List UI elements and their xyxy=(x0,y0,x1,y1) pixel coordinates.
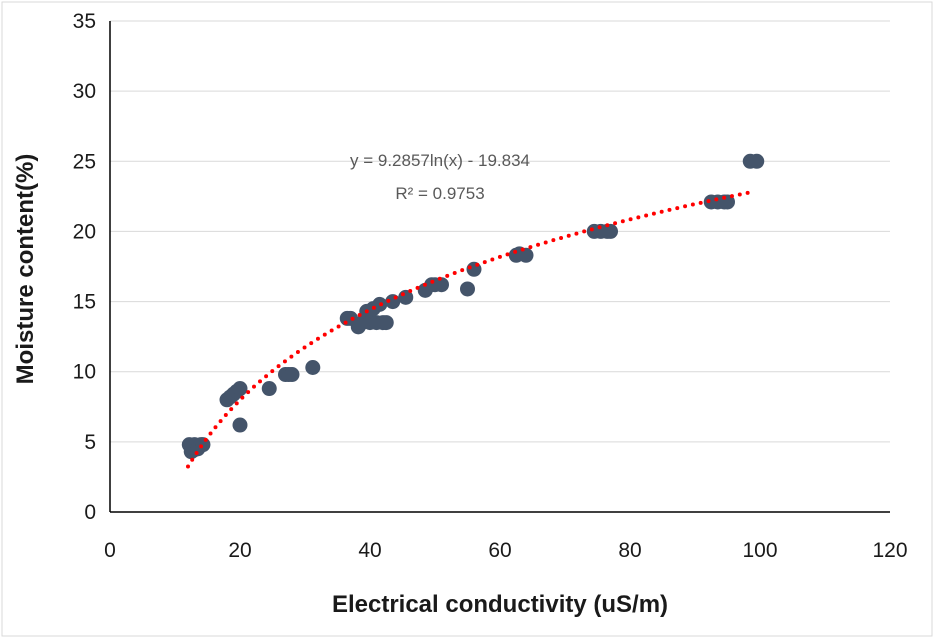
y-tick-label: 25 xyxy=(73,150,96,173)
x-tick-label: 20 xyxy=(228,539,251,562)
data-point xyxy=(434,277,449,293)
x-tick-label: 120 xyxy=(872,539,907,562)
trendline xyxy=(186,189,756,469)
data-point xyxy=(749,153,765,169)
data-point xyxy=(284,367,300,383)
trend-layer xyxy=(186,189,756,469)
trendline-equation: y = 9.2857ln(x) - 19.834 xyxy=(350,151,530,170)
x-tick-label: 40 xyxy=(358,539,381,562)
y-axis-title: Moisture content(%) xyxy=(12,154,39,385)
x-tick-label: 0 xyxy=(104,539,116,562)
data-point xyxy=(305,360,321,376)
y-tick-label: 30 xyxy=(73,80,96,103)
x-tick-label: 80 xyxy=(618,539,641,562)
y-tick-label: 35 xyxy=(73,10,96,33)
data-point xyxy=(261,381,277,397)
data-point xyxy=(603,223,618,239)
data-point xyxy=(518,247,534,263)
axis-layer: 0 5 10 15 20 25 30 35 0 20 40 60 80 100 120 xyxy=(73,10,908,562)
y-tick-label: 10 xyxy=(73,361,96,384)
trendline-r-squared: R² = 0.9753 xyxy=(395,184,484,203)
data-point xyxy=(232,417,248,433)
data-point xyxy=(195,437,211,453)
y-tick-label: 0 xyxy=(84,501,96,524)
y-tick-label: 15 xyxy=(73,291,96,314)
data-point xyxy=(378,315,394,331)
data-point xyxy=(460,281,475,297)
data-point xyxy=(466,261,482,277)
y-tick-label: 5 xyxy=(84,431,96,454)
y-tick-label: 20 xyxy=(73,220,96,243)
data-point xyxy=(232,381,248,397)
x-tick-label: 100 xyxy=(742,539,777,562)
x-tick-label: 60 xyxy=(488,539,511,562)
x-axis-title: Electrical conductivity (uS/m) xyxy=(332,591,668,618)
